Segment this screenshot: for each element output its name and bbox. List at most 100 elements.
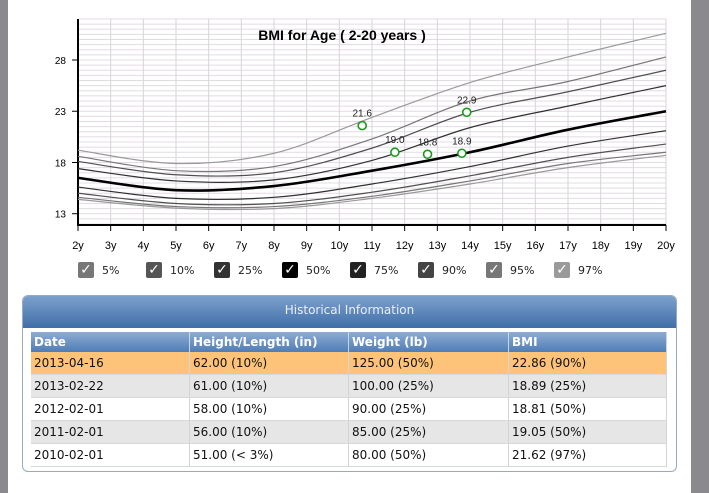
x-tick-label: 19y <box>624 240 642 252</box>
legend-item-95[interactable]: ✓ 95% <box>486 262 534 278</box>
column-header-date[interactable]: Date <box>31 332 190 352</box>
cell-date: 2012-02-01 <box>31 397 190 421</box>
legend-label: 75% <box>374 263 399 277</box>
x-tick-label: 9y <box>301 240 313 252</box>
cell-weight: 85.00 (25%) <box>348 420 509 444</box>
x-tick-label: 12y <box>396 240 414 252</box>
x-tick-label: 4y <box>138 240 150 252</box>
data-point-label: 18.8 <box>418 137 438 148</box>
x-tick-label: 16y <box>526 240 544 252</box>
column-header-bmi[interactable]: BMI <box>508 332 667 352</box>
legend-item-50[interactable]: ✓ 50% <box>282 262 330 278</box>
checkbox-25[interactable]: ✓ <box>214 262 230 278</box>
x-tick-label: 17y <box>559 240 577 252</box>
legend-item-10[interactable]: ✓ 10% <box>146 262 194 278</box>
y-tick-label: 23 <box>55 107 67 118</box>
percentile-curve-90 <box>77 69 667 177</box>
bmi-chart: 13 18 23 28 2y 3y 4y 5y 6y 7y 8y 9y 10y 11y 12y 13y 14y 1… <box>55 18 675 252</box>
data-point <box>390 147 400 158</box>
cell-height: 62.00 (10%) <box>189 352 349 375</box>
x-tick-label: 3y <box>105 240 117 252</box>
checkbox-10[interactable]: ✓ <box>146 262 162 278</box>
cell-date: 2011-02-01 <box>31 420 190 444</box>
table-row[interactable]: 2010-02-01 51.00 (< 3%) 80.00 (50%) 21.62 (… <box>31 443 667 467</box>
y-tick-label: 28 <box>55 56 67 67</box>
percentile-curve-97 <box>77 32 667 165</box>
x-tick-label: 10y <box>330 240 348 252</box>
cell-bmi: 22.86 (90%) <box>508 352 667 375</box>
y-tick-label: 18 <box>55 158 67 169</box>
checkbox-75[interactable]: ✓ <box>350 262 366 278</box>
legend-label: 10% <box>170 263 195 277</box>
column-header-weight[interactable]: Weight (lb) <box>348 332 509 352</box>
checkbox-97[interactable]: ✓ <box>554 262 570 278</box>
cell-date: 2013-02-22 <box>31 374 190 398</box>
percentile-curve-5 <box>77 151 667 209</box>
cell-weight: 100.00 (25%) <box>348 374 509 398</box>
x-tick-label: 15y <box>494 240 512 252</box>
legend-item-90[interactable]: ✓ 90% <box>418 262 466 278</box>
legend-item-75[interactable]: ✓ 75% <box>350 262 398 278</box>
chart-title: BMI for Age ( 2-20 years ) <box>258 27 426 43</box>
data-point-label: 21.6 <box>352 109 372 120</box>
legend-label: 25% <box>238 263 263 277</box>
data-point-label: 18.9 <box>452 136 472 147</box>
data-point-label: 22.9 <box>457 95 477 106</box>
cell-height: 56.00 (10%) <box>189 420 349 444</box>
legend-label: 97% <box>578 263 603 277</box>
x-tick-label: 6y <box>203 240 215 252</box>
cell-height: 51.00 (< 3%) <box>189 443 349 467</box>
percentile-curve-25 <box>77 130 667 201</box>
percentile-legend: ✓ 5% ✓ 10% ✓ 25% ✓ 50% ✓ 75% ✓ 90% ✓ 95% ✓ 97% <box>8 262 691 280</box>
checkbox-90[interactable]: ✓ <box>418 262 434 278</box>
cell-bmi: 18.89 (25%) <box>508 374 667 398</box>
data-point <box>457 148 467 159</box>
cell-height: 61.00 (10%) <box>189 374 349 398</box>
x-tick-label: 18y <box>592 240 610 252</box>
data-point <box>357 120 368 131</box>
cell-bmi: 18.81 (50%) <box>508 397 667 421</box>
table-row[interactable]: 2012-02-01 58.00 (10%) 90.00 (25%) 18.81 (5… <box>31 397 667 421</box>
checkbox-95[interactable]: ✓ <box>486 262 502 278</box>
x-tick-label: 5y <box>170 240 182 252</box>
panel-title: Historical Information <box>23 296 676 328</box>
table-row[interactable]: 2013-04-16 62.00 (10%) 125.00 (50%) 22.86 (… <box>31 352 667 375</box>
x-tick-label: 2y <box>72 240 84 252</box>
cell-weight: 80.00 (50%) <box>348 443 509 467</box>
cell-weight: 125.00 (50%) <box>348 352 509 375</box>
x-tick-label: 7y <box>236 240 248 252</box>
cell-height: 58.00 (10%) <box>189 397 349 421</box>
legend-item-25[interactable]: ✓ 25% <box>214 262 262 278</box>
legend-label: 5% <box>102 263 120 277</box>
column-header-height[interactable]: Height/Length (in) <box>189 332 349 352</box>
historical-information-panel: Historical Information Date Height/Lengt… <box>22 295 677 472</box>
data-point <box>461 107 472 118</box>
percentile-curve-75 <box>77 85 667 184</box>
percentile-curve-50 <box>77 109 667 192</box>
percentile-curve-10 <box>77 143 667 206</box>
legend-label: 90% <box>442 263 467 277</box>
legend-label: 95% <box>510 263 535 277</box>
y-tick-label: 13 <box>55 210 67 221</box>
legend-label: 50% <box>306 263 331 277</box>
cell-bmi: 21.62 (97%) <box>508 443 667 467</box>
history-table: Date Height/Length (in) Weight (lb) BMI … <box>31 332 667 467</box>
checkbox-50[interactable]: ✓ <box>282 262 298 278</box>
x-tick-label: 13y <box>428 240 446 252</box>
data-point <box>422 149 433 160</box>
table-row[interactable]: 2013-02-22 61.00 (10%) 100.00 (25%) 18.89 (… <box>31 374 667 398</box>
x-tick-label: 14y <box>461 240 479 252</box>
legend-item-97[interactable]: ✓ 97% <box>554 262 602 278</box>
x-tick-label: 11y <box>364 240 381 252</box>
page: 13 18 23 28 2y 3y 4y 5y 6y 7y 8y 9y 10y 11y 12y 13y 14y 1… <box>8 0 691 493</box>
data-point-label: 19.0 <box>385 135 405 146</box>
cell-date: 2010-02-01 <box>31 443 190 467</box>
legend-item-5[interactable]: ✓ 5% <box>78 262 119 278</box>
table-row[interactable]: 2011-02-01 56.00 (10%) 85.00 (25%) 19.05 (5… <box>31 420 667 444</box>
cell-bmi: 19.05 (50%) <box>508 420 667 444</box>
x-tick-label: 20y <box>657 240 675 252</box>
percentile-curve-95 <box>77 56 667 173</box>
checkbox-5[interactable]: ✓ <box>78 262 94 278</box>
percentile-curve-lowest <box>77 154 667 211</box>
cell-weight: 90.00 (25%) <box>348 397 509 421</box>
